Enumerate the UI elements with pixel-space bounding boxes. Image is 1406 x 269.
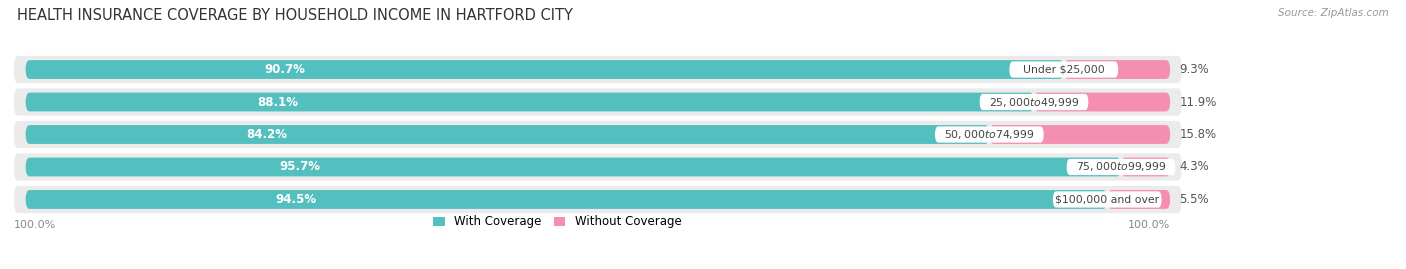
Text: $50,000 to $74,999: $50,000 to $74,999 (945, 128, 1035, 141)
Text: 4.3%: 4.3% (1180, 161, 1209, 174)
FancyBboxPatch shape (1033, 93, 1170, 111)
FancyBboxPatch shape (25, 190, 1108, 209)
FancyBboxPatch shape (990, 125, 1170, 144)
FancyBboxPatch shape (980, 94, 1088, 110)
Text: 5.5%: 5.5% (1180, 193, 1209, 206)
FancyBboxPatch shape (14, 56, 1181, 83)
FancyBboxPatch shape (935, 126, 1043, 143)
Text: 88.1%: 88.1% (257, 95, 298, 108)
Text: 94.5%: 94.5% (276, 193, 316, 206)
FancyBboxPatch shape (25, 158, 1121, 176)
Text: $25,000 to $49,999: $25,000 to $49,999 (988, 95, 1080, 108)
Text: 15.8%: 15.8% (1180, 128, 1216, 141)
FancyBboxPatch shape (1067, 159, 1175, 175)
FancyBboxPatch shape (1010, 61, 1118, 78)
Text: 95.7%: 95.7% (278, 161, 321, 174)
Text: 84.2%: 84.2% (246, 128, 287, 141)
FancyBboxPatch shape (25, 93, 1033, 111)
Text: Under $25,000: Under $25,000 (1024, 65, 1105, 75)
Text: 100.0%: 100.0% (1128, 220, 1170, 230)
FancyBboxPatch shape (14, 121, 1181, 148)
Text: 100.0%: 100.0% (14, 220, 56, 230)
FancyBboxPatch shape (14, 186, 1181, 213)
FancyBboxPatch shape (1053, 191, 1161, 208)
Text: 11.9%: 11.9% (1180, 95, 1216, 108)
Text: $75,000 to $99,999: $75,000 to $99,999 (1076, 161, 1166, 174)
FancyBboxPatch shape (25, 125, 990, 144)
Text: $100,000 and over: $100,000 and over (1054, 194, 1160, 204)
Legend: With Coverage, Without Coverage: With Coverage, Without Coverage (433, 215, 682, 228)
Text: 9.3%: 9.3% (1180, 63, 1209, 76)
Text: HEALTH INSURANCE COVERAGE BY HOUSEHOLD INCOME IN HARTFORD CITY: HEALTH INSURANCE COVERAGE BY HOUSEHOLD I… (17, 8, 572, 23)
FancyBboxPatch shape (25, 60, 1064, 79)
Text: 90.7%: 90.7% (264, 63, 305, 76)
Text: Source: ZipAtlas.com: Source: ZipAtlas.com (1278, 8, 1389, 18)
FancyBboxPatch shape (1121, 158, 1170, 176)
FancyBboxPatch shape (1108, 190, 1170, 209)
FancyBboxPatch shape (14, 153, 1181, 180)
FancyBboxPatch shape (14, 89, 1181, 116)
FancyBboxPatch shape (1064, 60, 1170, 79)
